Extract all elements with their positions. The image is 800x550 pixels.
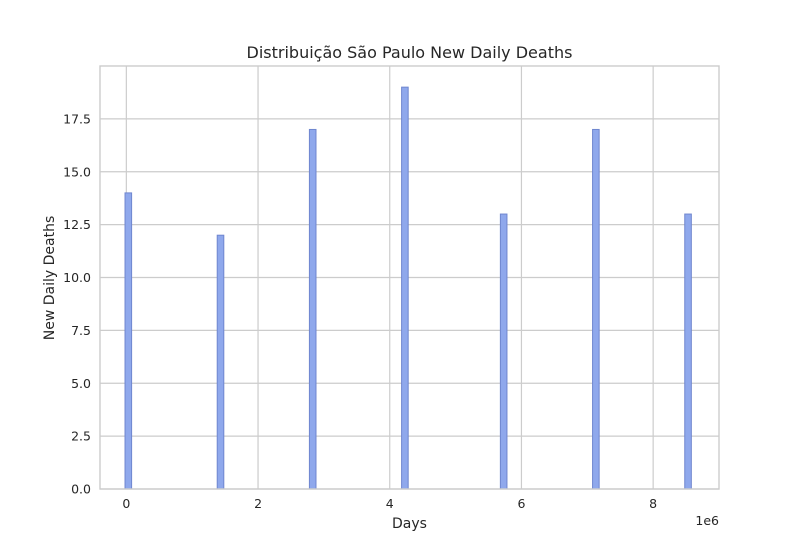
- y-tick-label: 10.0: [63, 270, 91, 285]
- x-axis-label: Days: [392, 516, 427, 532]
- x-tick-label: 0: [122, 496, 130, 511]
- y-axis-label: New Daily Deaths: [42, 216, 58, 341]
- histogram-bar: [308, 128, 317, 490]
- x-tick-label: 4: [386, 496, 394, 511]
- histogram-bar: [401, 86, 409, 490]
- x-tick-label: 2: [254, 496, 262, 511]
- histogram-bar: [592, 128, 600, 490]
- x-tick-label: 6: [517, 496, 525, 511]
- histogram-bar: [684, 213, 692, 490]
- ticks-layer: 0 2 4 6 8 0.0 2.5 5.0 7.5 10.0 12.5 15.0 17.5: [63, 111, 657, 511]
- histogram-bar: [124, 192, 133, 490]
- y-tick-label: 0.0: [71, 482, 91, 497]
- y-tick-label: 15.0: [63, 164, 91, 179]
- y-tick-label: 17.5: [63, 111, 91, 126]
- plot-frame: [99, 65, 720, 490]
- histogram-bar: [499, 213, 508, 490]
- x-tick-label: 8: [649, 496, 657, 511]
- bars-layer: [124, 86, 692, 490]
- histogram-bar: [216, 234, 225, 490]
- y-tick-label: 12.5: [63, 217, 91, 232]
- grid-layer: [100, 66, 719, 490]
- y-tick-label: 7.5: [71, 323, 91, 338]
- y-tick-label: 5.0: [71, 376, 91, 391]
- chart-title: Distribuição São Paulo New Daily Deaths: [247, 43, 573, 62]
- x-axis-offset-label: 1e6: [695, 513, 719, 528]
- y-tick-label: 2.5: [71, 429, 91, 444]
